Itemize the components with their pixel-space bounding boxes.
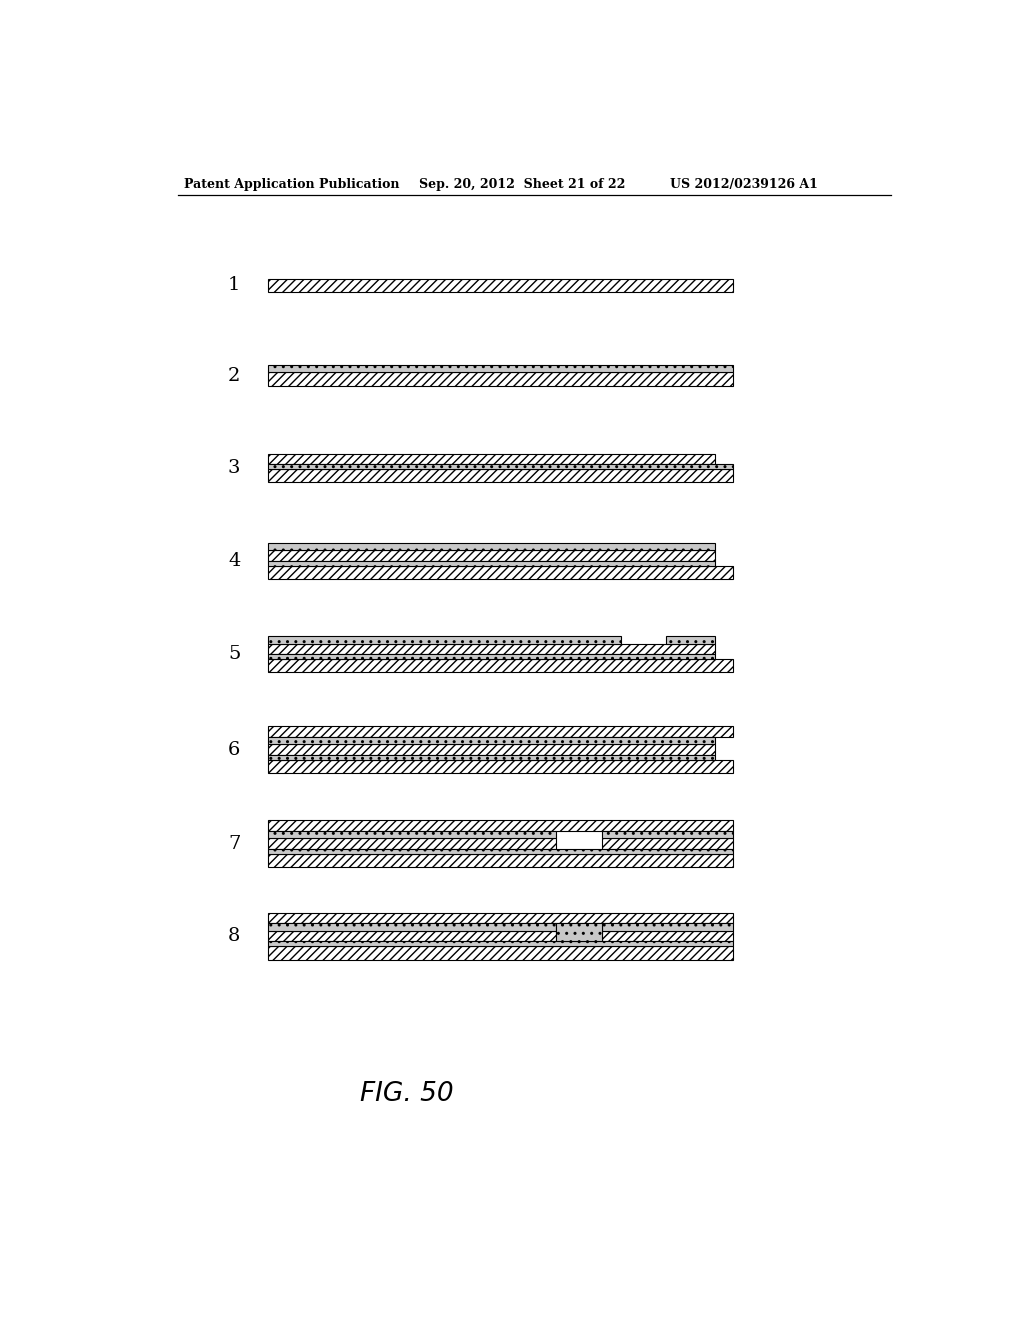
Bar: [267, 659, 732, 672]
Text: 4: 4: [228, 552, 241, 570]
Text: 3: 3: [228, 459, 241, 477]
Bar: [602, 838, 732, 849]
Text: 5: 5: [228, 645, 241, 663]
Bar: [267, 760, 732, 774]
Bar: [602, 832, 732, 838]
Bar: [267, 832, 556, 838]
Text: FIG. 50: FIG. 50: [360, 1081, 454, 1107]
Bar: [556, 924, 602, 941]
Bar: [267, 543, 716, 550]
Bar: [267, 469, 732, 482]
Bar: [267, 838, 556, 849]
Bar: [267, 820, 732, 832]
Text: 8: 8: [228, 927, 241, 945]
Text: 6: 6: [228, 741, 241, 759]
Bar: [267, 744, 716, 755]
Bar: [267, 946, 732, 960]
Bar: [267, 366, 732, 372]
Text: US 2012/0239126 A1: US 2012/0239126 A1: [671, 178, 818, 190]
Bar: [267, 465, 732, 469]
Bar: [267, 561, 716, 566]
Bar: [267, 854, 732, 867]
Bar: [267, 566, 732, 579]
Bar: [267, 912, 732, 924]
Bar: [267, 849, 732, 854]
Bar: [267, 924, 556, 931]
Bar: [267, 279, 732, 292]
Bar: [267, 737, 716, 744]
Bar: [267, 726, 732, 737]
Bar: [267, 372, 732, 385]
Text: 2: 2: [228, 367, 241, 384]
Bar: [267, 655, 716, 659]
Bar: [267, 941, 732, 946]
Bar: [267, 755, 716, 760]
Bar: [602, 924, 732, 931]
Bar: [267, 454, 716, 465]
Bar: [267, 644, 716, 655]
Text: 7: 7: [228, 834, 241, 853]
Bar: [267, 931, 556, 941]
Text: Patent Application Publication: Patent Application Publication: [183, 178, 399, 190]
Bar: [667, 636, 716, 644]
Text: 1: 1: [228, 276, 241, 294]
Bar: [267, 550, 716, 561]
Text: Sep. 20, 2012  Sheet 21 of 22: Sep. 20, 2012 Sheet 21 of 22: [419, 178, 625, 190]
Bar: [267, 636, 622, 644]
Bar: [602, 931, 732, 941]
